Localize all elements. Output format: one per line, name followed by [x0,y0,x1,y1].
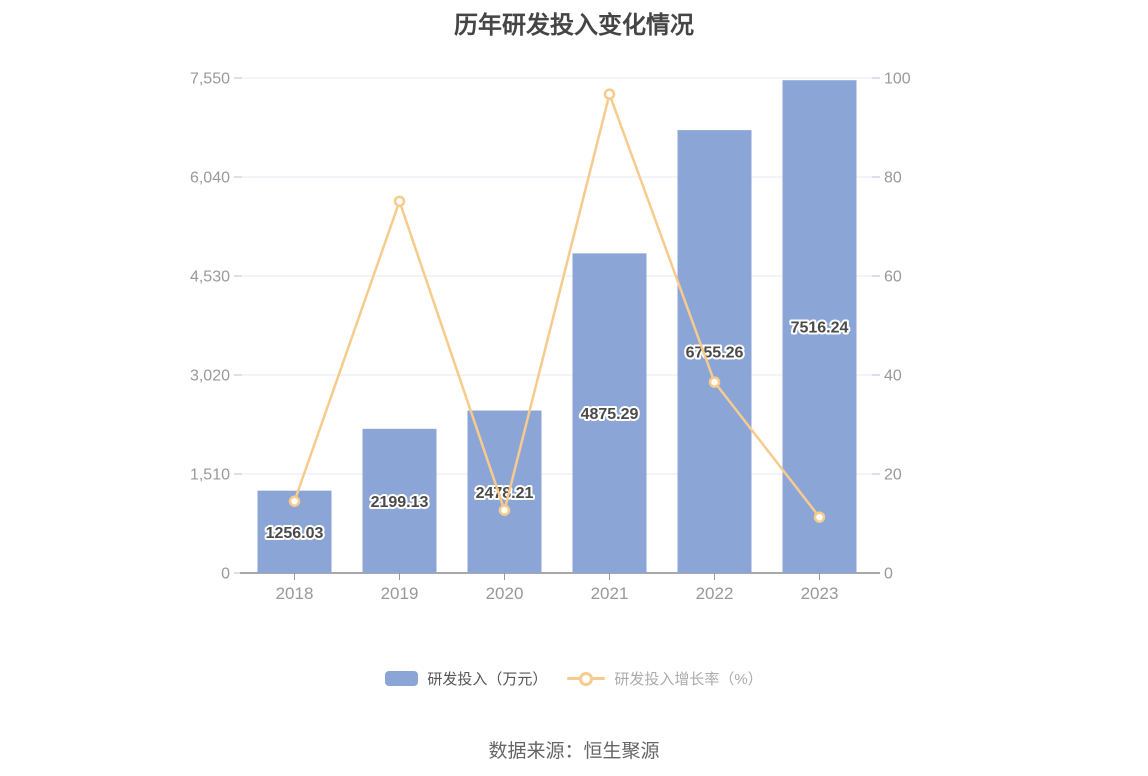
line-swatch-icon [567,671,606,686]
bar-value-label: 6755.26 [686,345,744,362]
chart-title: 历年研发投入变化情况 [454,12,694,39]
x-axis-label: 2018 [276,584,314,603]
y-axis-right-label: 0 [884,566,893,583]
line-marker-2020[interactable] [498,504,511,516]
y-axis-left-label: 4,530 [190,269,230,286]
bar-swatch-icon [385,671,419,686]
line-marker-icon [579,671,594,686]
line-marker-2018[interactable] [288,495,301,507]
x-axis-label: 2023 [801,584,839,603]
bar-value-label: 2478.21 [476,485,534,502]
bar-value-label: 2199.13 [371,494,429,511]
y-axis-left-label: 3,020 [190,368,230,385]
line-marker-2023[interactable] [813,511,826,523]
bar-value-label: 7516.24 [791,320,849,337]
y-axis-right-label: 60 [884,269,902,286]
bar-value-label: 4875.29 [581,406,639,423]
line-marker-2021[interactable] [603,88,616,100]
legend-item-rd-investment[interactable]: 研发投入（万元） [385,668,547,689]
growth-rate-line [293,92,821,518]
x-axis-label: 2020 [486,584,524,603]
data-source: 数据来源：恒生聚源 [488,741,660,762]
bar-2023[interactable] [782,80,857,573]
y-axis-right-label: 100 [884,71,911,88]
x-axis-label: 2019 [381,584,419,603]
bar-2021[interactable] [572,253,647,573]
x-axis-label: 2021 [591,584,629,603]
bar-value-label: 1256.03 [266,525,324,542]
legend-label-bar: 研发投入（万元） [427,671,548,688]
legend: 研发投入（万元） 研发投入增长率（%） [0,668,1148,689]
bar-2022[interactable] [677,130,752,573]
y-axis-left-label: 0 [221,566,230,583]
legend-label-line: 研发投入增长率（%） [614,671,763,688]
y-axis-left-label: 7,550 [190,71,230,88]
y-axis-right-label: 20 [884,467,902,484]
y-axis-left-label: 6,040 [190,170,230,187]
y-axis-left-label: 1,510 [190,467,230,484]
x-axis-label: 2022 [696,584,734,603]
line-marker-2022[interactable] [708,376,721,388]
y-axis-right-label: 40 [884,368,902,385]
y-axis-right-label: 80 [884,170,902,187]
line-marker-2019[interactable] [393,195,406,208]
bar-2019[interactable] [362,428,437,573]
legend-item-growth-rate[interactable]: 研发投入增长率（%） [567,668,763,689]
